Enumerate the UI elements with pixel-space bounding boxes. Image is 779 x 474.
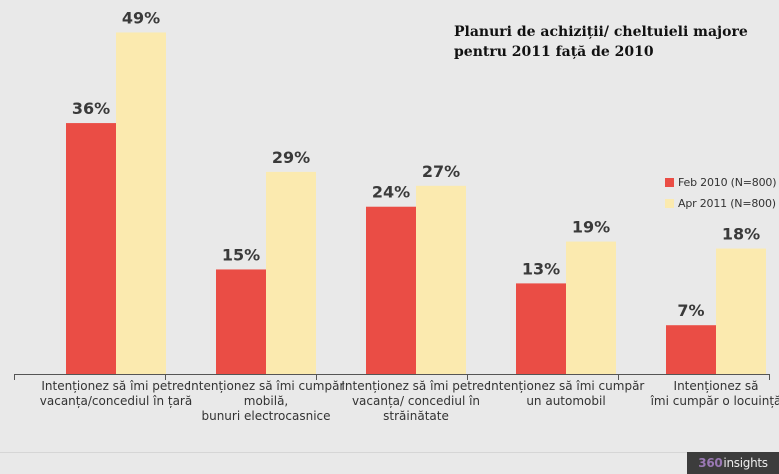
bar-feb-2010-2 — [366, 206, 416, 374]
bar-value-label: 15% — [222, 245, 260, 264]
brand-logo: 360 insights — [687, 452, 779, 474]
bar-value-label: 24% — [372, 183, 410, 202]
legend-item-apr-2011: Apr 2011 (N=800) — [665, 193, 776, 214]
category-label: un automobil — [526, 394, 605, 408]
legend: Feb 2010 (N=800) Apr 2011 (N=800) — [665, 172, 776, 214]
legend-swatch-apr-2011 — [665, 199, 674, 208]
bar-value-label: 7% — [677, 301, 704, 320]
bar-value-label: 19% — [572, 218, 610, 237]
category-label: vacanța/ concediul în — [352, 394, 480, 408]
bar-feb-2010-1 — [216, 269, 266, 374]
brand-logo-name: insights — [723, 456, 768, 470]
category-label: Intenționez să — [674, 379, 759, 393]
legend-swatch-feb-2010 — [665, 178, 674, 187]
category-label: bunuri electrocasnice — [201, 409, 330, 423]
bar-apr-2011-3 — [566, 241, 616, 374]
bar-feb-2010-4 — [666, 325, 716, 374]
category-label: vacanța/concediul în țară — [40, 394, 192, 408]
legend-item-feb-2010: Feb 2010 (N=800) — [665, 172, 776, 193]
bar-value-label: 29% — [272, 148, 310, 167]
bar-value-label: 36% — [72, 99, 110, 118]
category-label: Intenționez să îmi petrec — [341, 379, 490, 393]
bar-value-label: 13% — [522, 259, 560, 278]
category-label: Intenționez să îmi cumpăr — [188, 379, 345, 393]
bar-value-label: 27% — [422, 162, 460, 181]
category-label: străinătate — [383, 409, 449, 423]
bar-apr-2011-2 — [416, 185, 466, 374]
chart-title: Planuri de achiziții/ cheltuieli majore … — [454, 24, 748, 60]
legend-label-feb-2010: Feb 2010 (N=800) — [678, 176, 777, 189]
category-label: îmi cumpăr o locuință — [650, 394, 779, 408]
category-label: Intenționez să îmi petrec — [41, 379, 190, 393]
category-label: Intenționez să îmi cumpăr — [488, 379, 645, 393]
bar-apr-2011-4 — [716, 248, 766, 374]
bar-value-label: 49% — [122, 8, 160, 27]
bar-value-label: 18% — [722, 225, 760, 244]
legend-label-apr-2011: Apr 2011 (N=800) — [678, 197, 776, 210]
bar-feb-2010-0 — [66, 123, 116, 374]
brand-logo-prefix: 360 — [698, 456, 723, 470]
bar-feb-2010-3 — [516, 283, 566, 374]
category-label: mobilă, — [244, 394, 288, 408]
bar-apr-2011-1 — [266, 171, 316, 374]
bar-apr-2011-0 — [116, 32, 166, 374]
